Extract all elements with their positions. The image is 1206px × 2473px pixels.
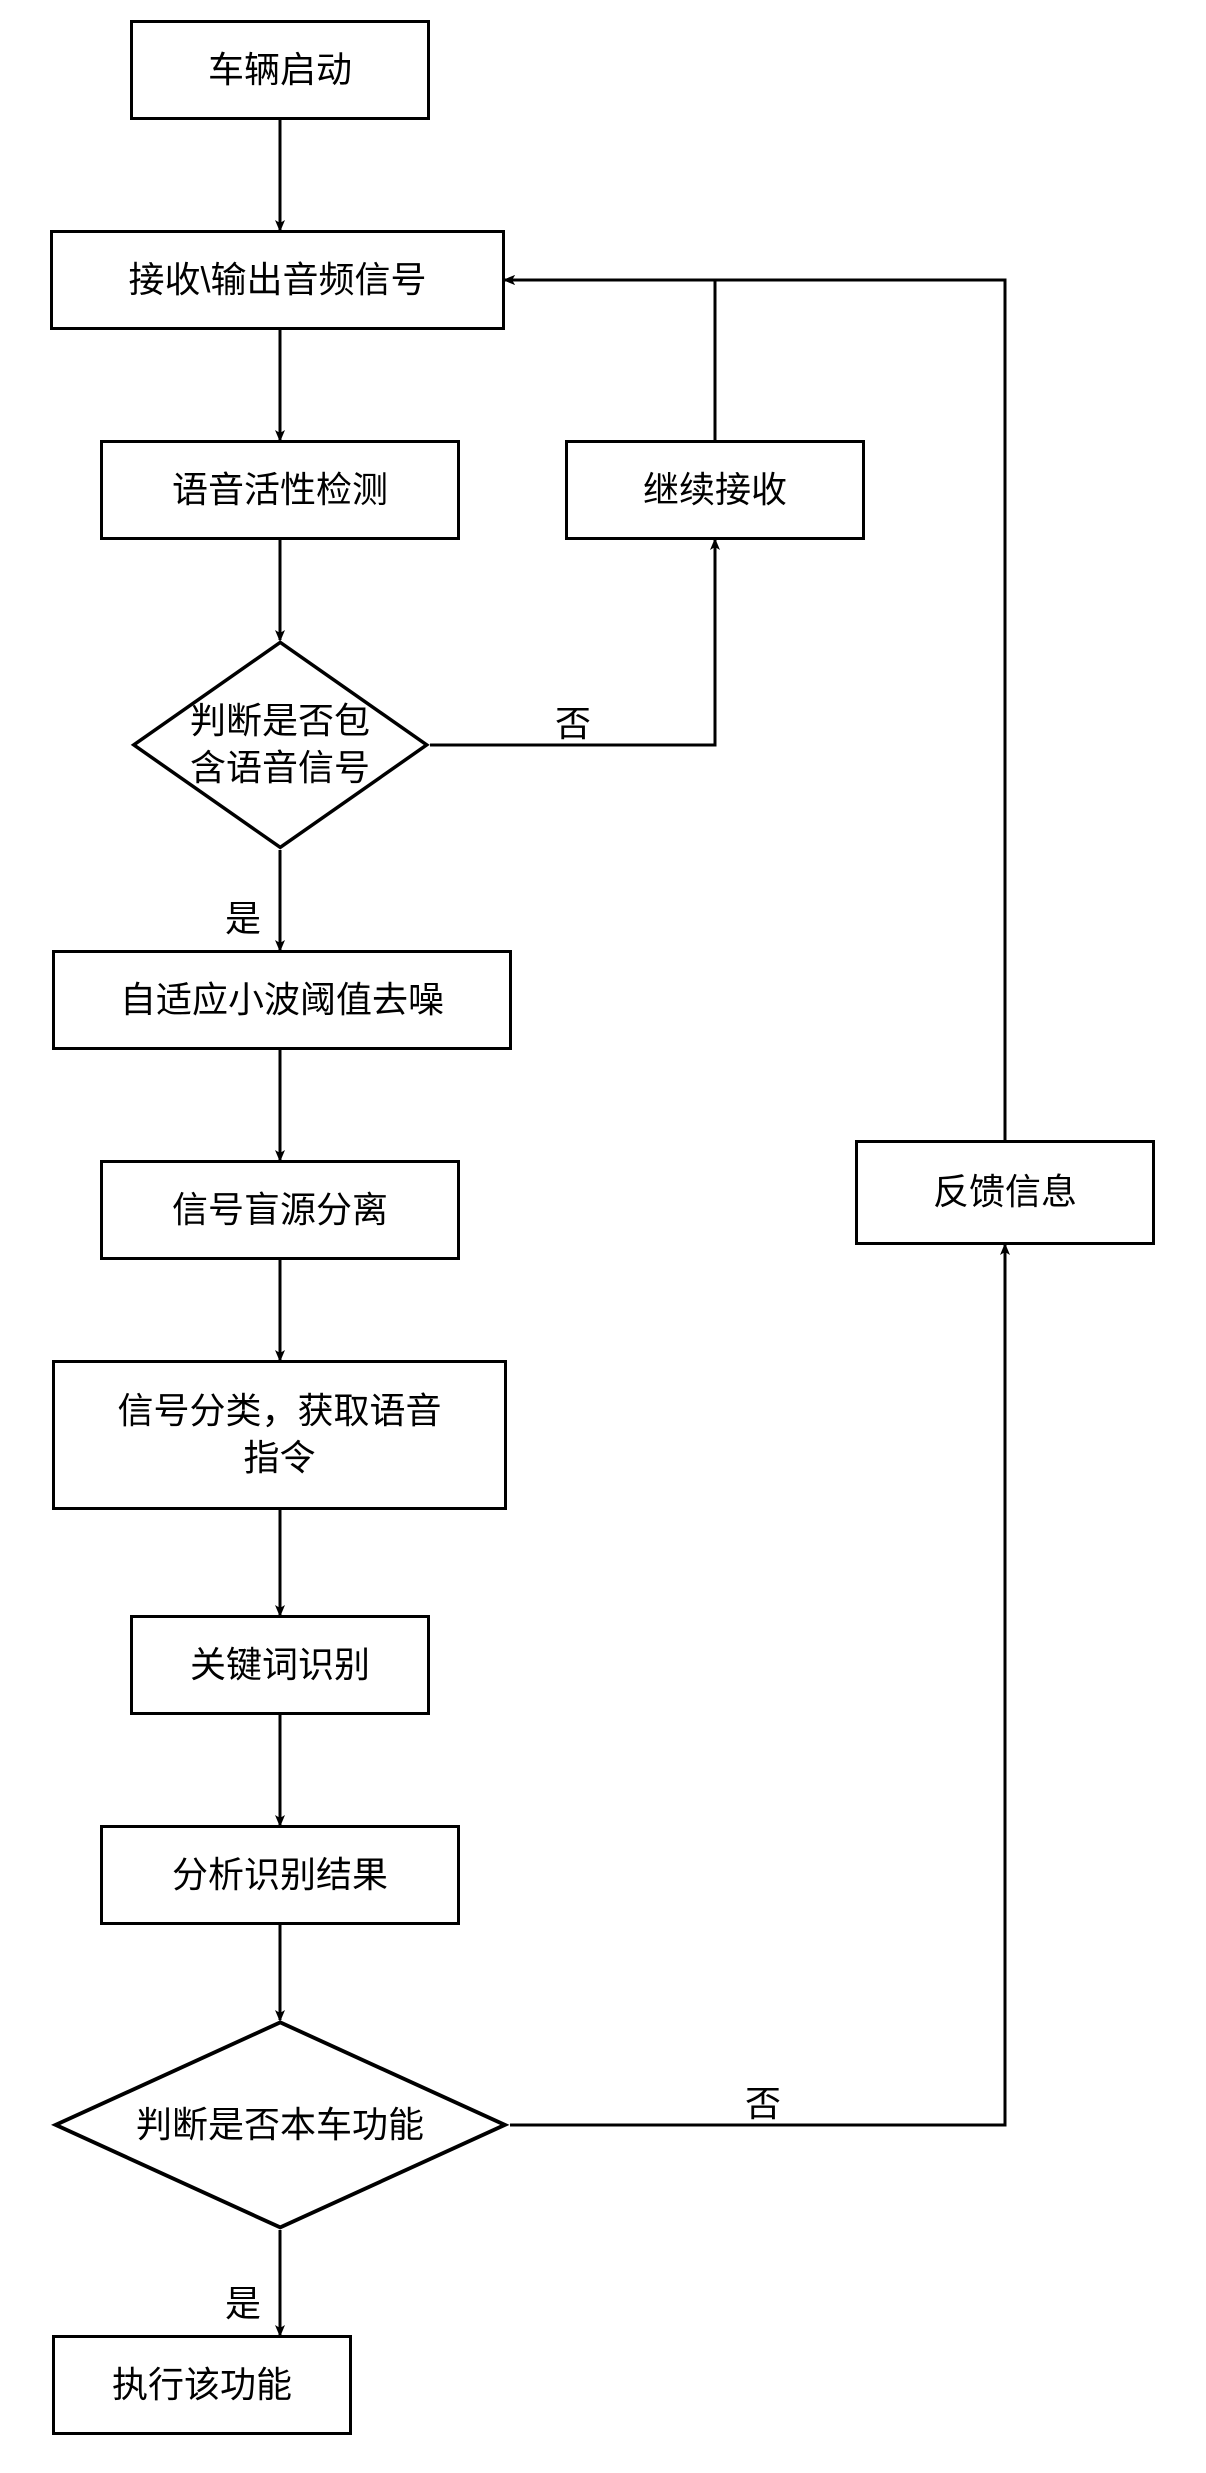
node-label: 信号盲源分离 — [172, 1187, 388, 1234]
node-n1: 车辆启动 — [130, 20, 430, 120]
node-label: 关键词识别 — [190, 1642, 370, 1689]
edge-label: 是 — [225, 2275, 261, 2327]
node-n9: 关键词识别 — [130, 1615, 430, 1715]
node-label: 接收\输出音频信号 — [128, 257, 426, 304]
node-label: 继续接收 — [643, 467, 787, 514]
node-n12: 反馈信息 — [855, 1140, 1155, 1245]
node-label: 信号分类，获取语音 指令 — [117, 1388, 441, 1482]
node-n6: 自适应小波阈值去噪 — [52, 950, 512, 1050]
node-n4: 判断是否包 含语音信号 — [130, 640, 430, 850]
node-n3: 语音活性检测 — [100, 440, 460, 540]
node-label: 车辆启动 — [208, 47, 352, 94]
node-n13: 执行该功能 — [52, 2335, 352, 2435]
node-label: 执行该功能 — [112, 2362, 292, 2409]
node-n10: 分析识别结果 — [100, 1825, 460, 1925]
edge-n11-n12 — [510, 1245, 1005, 2125]
node-n2: 接收\输出音频信号 — [50, 230, 505, 330]
edge-label: 否 — [745, 2075, 781, 2127]
node-label: 自适应小波阈值去噪 — [120, 977, 444, 1024]
node-label: 语音活性检测 — [172, 467, 388, 514]
edge-n5-n2 — [505, 280, 715, 440]
node-n7: 信号盲源分离 — [100, 1160, 460, 1260]
node-label: 反馈信息 — [933, 1169, 1077, 1216]
edge-label: 是 — [225, 890, 261, 942]
node-n8: 信号分类，获取语音 指令 — [52, 1360, 507, 1510]
node-label: 分析识别结果 — [172, 1852, 388, 1899]
flowchart-canvas: 车辆启动接收\输出音频信号语音活性检测判断是否包 含语音信号 继续接收自适应小波阈… — [0, 0, 1206, 2473]
node-n5: 继续接收 — [565, 440, 865, 540]
node-n11: 判断是否本车功能 — [50, 2020, 510, 2230]
edge-label: 否 — [555, 695, 591, 747]
